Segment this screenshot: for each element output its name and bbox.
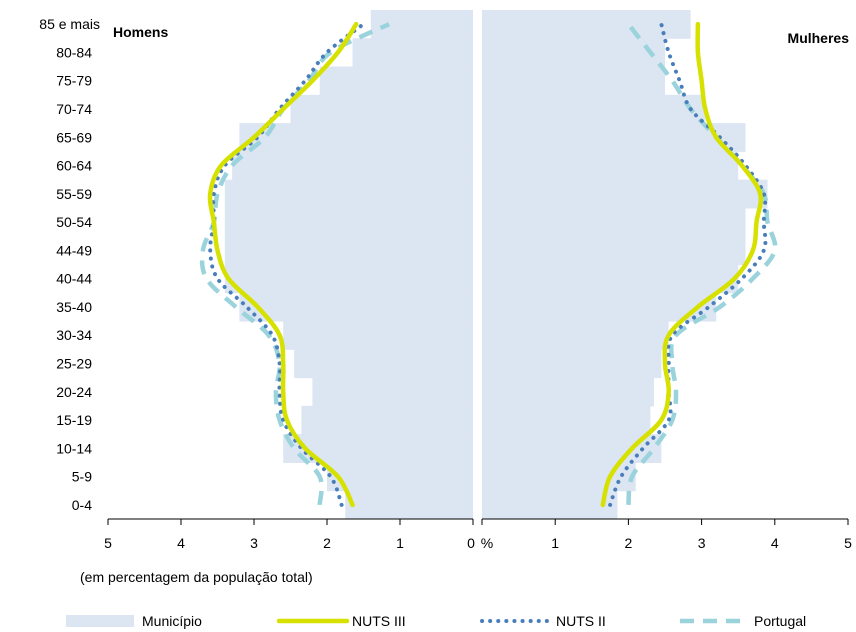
tick-label-left-1: 1 — [396, 535, 404, 551]
age-label-60-64: 60-64 — [56, 158, 92, 174]
legend-item-nuts-iii: NUTS III — [276, 613, 406, 629]
age-label-40-44: 40-44 — [56, 271, 92, 287]
tick-label-left-3: 3 — [250, 535, 258, 551]
x-axis-ticks: 5 4 3 2 1 0 1 2 3 4 5 — [104, 519, 852, 551]
bar-mulheres-85 e mais — [482, 10, 691, 39]
tick-label-right-4: 4 — [771, 535, 779, 551]
age-label-44-49: 44-49 — [56, 242, 92, 258]
bar-homens-60-64 — [232, 151, 473, 181]
bar-homens-44-49 — [224, 236, 473, 265]
bar-mulheres-15-19 — [482, 405, 651, 435]
bar-mulheres-60-64 — [482, 151, 739, 181]
tick-label-left-5: 5 — [104, 535, 112, 551]
age-group-labels: 0-4 5-9 10-14 15-19 20-24 25-29 30-34 35-40 40-4… — [39, 16, 100, 513]
age-label-35-40: 35-40 — [56, 299, 92, 315]
bar-homens-70-74 — [290, 94, 473, 124]
age-label-85-e-mais: 85 e mais — [39, 16, 100, 32]
tick-label-right-3: 3 — [698, 535, 706, 551]
bar-homens-25-29 — [294, 349, 473, 379]
tick-label-left-4: 4 — [177, 535, 185, 551]
legend: Município NUTS III NUTS II Portugal — [66, 613, 806, 629]
line-homens-nuts-ii — [208, 22, 366, 507]
legend-item-nuts-ii: NUTS II — [480, 613, 606, 629]
age-label-70-74: 70-74 — [56, 101, 92, 117]
series-lines — [199, 21, 778, 508]
bar-homens-20-24 — [312, 377, 473, 407]
bar-mulheres-65-69 — [482, 123, 746, 152]
bar-mulheres-80-84 — [482, 38, 665, 68]
bar-mulheres-0-4 — [482, 490, 618, 520]
bar-mulheres-40-44 — [482, 264, 739, 294]
age-label-65-69: 65-69 — [56, 129, 92, 145]
age-label-20-24: 20-24 — [56, 384, 92, 400]
age-label-55-59: 55-59 — [56, 186, 92, 202]
line-homens-portugal — [199, 22, 391, 506]
bar-mulheres-44-49 — [482, 236, 746, 265]
age-label-15-19: 15-19 — [56, 412, 92, 428]
tick-label-left-2: 2 — [323, 535, 331, 551]
bar-mulheres-35-40 — [482, 292, 717, 322]
bar-homens-35-40 — [239, 292, 473, 322]
panel-label-homens: Homens — [113, 24, 168, 40]
age-label-80-84: 80-84 — [56, 44, 92, 60]
bar-mulheres-25-29 — [482, 349, 662, 379]
age-label-50-54: 50-54 — [56, 214, 92, 230]
legend-swatch-munic-pio — [66, 615, 134, 627]
bar-mulheres-55-59 — [482, 179, 768, 209]
age-label-5-9: 5-9 — [72, 469, 92, 485]
line-homens-nuts-iii — [207, 21, 359, 508]
legend-label-portugal: Portugal — [754, 613, 806, 629]
legend-label-nuts-ii: NUTS II — [556, 613, 606, 629]
bar-homens-55-59 — [224, 179, 473, 209]
tick-label-right-1: 1 — [551, 535, 559, 551]
bar-mulheres-30-34 — [482, 321, 669, 350]
bar-mulheres-5-9 — [482, 462, 636, 492]
bar-mulheres-20-24 — [482, 377, 655, 407]
bar-homens-65-69 — [239, 123, 473, 152]
bar-homens-30-34 — [283, 321, 473, 350]
bar-homens-5-9 — [327, 462, 473, 492]
legend-item-portugal: Portugal — [680, 613, 806, 629]
axis-note: (em percentagem da população total) — [80, 569, 313, 585]
bar-homens-50-54 — [224, 207, 473, 237]
bar-homens-0-4 — [345, 490, 473, 520]
legend-item-munic-pio: Município — [66, 613, 202, 629]
line-mulheres-nuts-iii — [600, 21, 764, 508]
age-label-25-29: 25-29 — [56, 355, 92, 371]
age-label-0-4: 0-4 — [72, 497, 92, 513]
age-label-10-14: 10-14 — [56, 440, 92, 456]
tick-label-right-5: 5 — [844, 535, 852, 551]
legend-label-nuts-iii: NUTS III — [352, 613, 406, 629]
tick-label-left-0: 0 — [467, 535, 475, 551]
x-axis-unit-label: % — [481, 535, 493, 551]
panel-label-mulheres: Mulheres — [788, 30, 850, 46]
age-label-30-34: 30-34 — [56, 327, 92, 343]
bar-mulheres-50-54 — [482, 207, 746, 237]
bar-homens-80-84 — [352, 38, 473, 68]
municipio-bars — [224, 10, 768, 520]
bar-homens-75-79 — [319, 66, 473, 96]
age-label-75-79: 75-79 — [56, 73, 92, 89]
bar-mulheres-75-79 — [482, 66, 665, 96]
line-mulheres-nuts-ii — [608, 22, 768, 507]
bar-homens-40-44 — [224, 264, 473, 294]
legend-label-munic-pio: Município — [142, 613, 202, 629]
tick-label-right-2: 2 — [625, 535, 633, 551]
bar-homens-15-19 — [301, 405, 473, 435]
bar-mulheres-70-74 — [482, 94, 706, 124]
line-mulheres-portugal — [626, 22, 778, 506]
